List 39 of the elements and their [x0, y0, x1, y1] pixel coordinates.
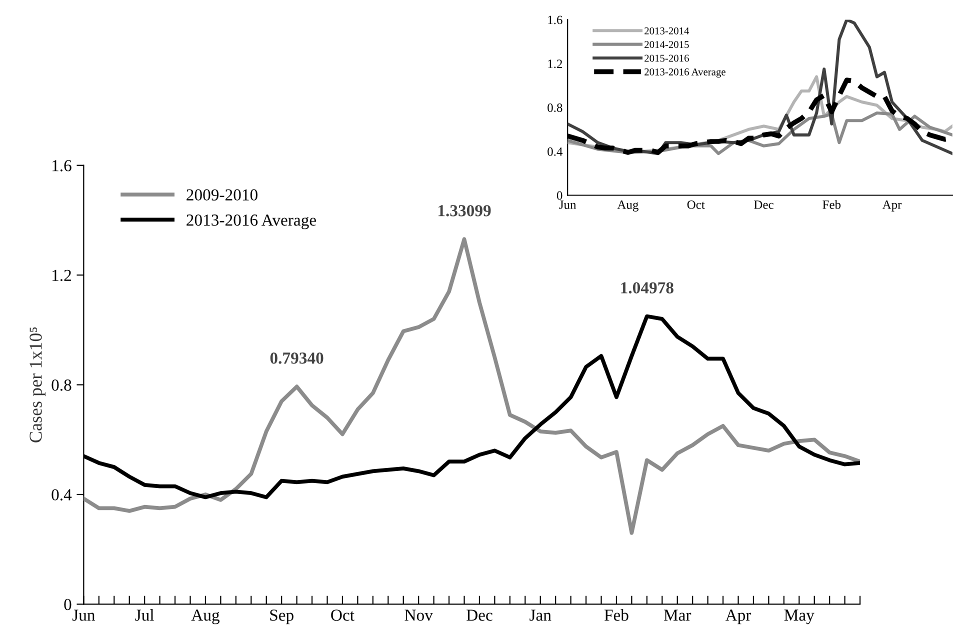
y-tick-label: 1.6: [548, 16, 562, 24]
x-tick-label: Jun: [72, 610, 96, 621]
x-tick-label: Oct: [687, 200, 705, 209]
y-axis-title: Cases per 1x10⁵: [30, 327, 46, 442]
y-tick-label: 0.8: [548, 104, 562, 112]
y-tick-label: 0.4: [52, 489, 72, 501]
x-tick-label: Sep: [270, 610, 294, 624]
legend-label: 2009-2010: [186, 189, 258, 201]
annotation: 1.33099: [438, 205, 491, 216]
x-tick-label: Nov: [404, 610, 433, 621]
y-tick-label: 0.8: [52, 379, 72, 391]
y-tick-label: 1.2: [52, 270, 71, 282]
legend-label: 2013-2016 Average: [644, 68, 726, 78]
line-series: [84, 237, 860, 535]
x-tick-label: Jul: [135, 609, 154, 621]
x-tick-label: Apr: [882, 200, 902, 212]
x-tick-label: Jun: [559, 200, 576, 209]
legend-label: 2013-2014: [644, 27, 690, 34]
x-tick-label: Aug: [191, 610, 220, 624]
x-tick-label: Feb: [604, 609, 628, 621]
x-tick-label: Dec: [466, 610, 492, 621]
legend-label: 2014-2015: [644, 41, 689, 48]
annotation: 0.79340: [270, 352, 324, 364]
x-tick-label: Feb: [822, 200, 841, 209]
annotation: 1.04978: [621, 282, 674, 294]
x-tick-label: Oct: [331, 610, 354, 621]
y-tick-label: 1.6: [52, 160, 72, 172]
y-tick-label: 0.4: [548, 147, 563, 156]
y-tick-label: 0: [556, 191, 562, 200]
legend-label: 2013-2016 Average: [186, 214, 316, 230]
x-tick-label: Dec: [754, 200, 774, 209]
x-tick-label: Mar: [664, 610, 692, 621]
y-tick-label: 0: [64, 598, 72, 610]
legend-label: 2015-2016: [644, 54, 689, 62]
x-tick-label: Jan: [530, 610, 552, 621]
x-tick-label: Apr: [725, 610, 752, 624]
x-tick-label: May: [784, 610, 814, 624]
y-tick-label: 1.2: [548, 60, 562, 68]
x-tick-label: Aug: [617, 200, 638, 212]
